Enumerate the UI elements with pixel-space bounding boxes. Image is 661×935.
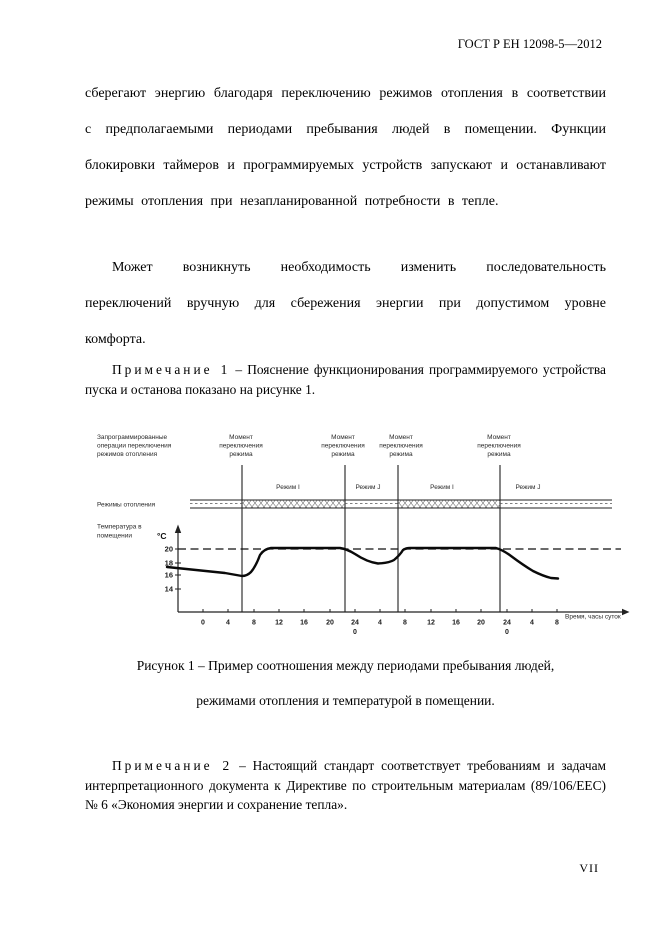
paragraph-manual-switch: Может возникнуть необходимость изменить … [85, 260, 606, 347]
paragraph-energy-saving: сберегают энергию благодаря переключению… [85, 86, 606, 209]
svg-text:переключения: переключения [219, 443, 263, 450]
svg-text:переключения: переключения [477, 443, 521, 450]
x-tick-label: 24 [351, 620, 359, 627]
x-tick-label: 8 [252, 620, 256, 627]
x-tick-label: 4 [226, 620, 230, 627]
x-tick-label: 16 [452, 620, 460, 627]
x-tick-label: 8 [403, 620, 407, 627]
svg-text:Момент: Момент [331, 434, 355, 441]
room-temperature-label: Температура в помещении [97, 524, 142, 540]
switch-moment-label-2: Момент переключения режима [321, 434, 365, 458]
switch-moment-lines [241, 465, 501, 612]
svg-text:Момент: Момент [487, 434, 511, 441]
svg-text:операции переключения: операции переключения [97, 443, 172, 450]
note-1-label: Примечание 1 [112, 362, 231, 377]
svg-text:режимов отопления: режимов отопления [97, 451, 158, 458]
y-tick-label: 20 [165, 545, 173, 554]
heating-modes-label: Режимы отопления [97, 502, 156, 509]
svg-text:Температура в: Температура в [97, 524, 142, 531]
caption-line-2: режимами отопления и температурой в поме… [196, 693, 495, 708]
figure-1: Запрограммированные операции переключени… [75, 428, 650, 643]
switch-moment-label-3: Момент переключения режима [379, 434, 423, 458]
y-tick-label: 18 [165, 559, 173, 568]
note-1: Примечание 1 – Пояснение функционировани… [85, 360, 606, 399]
note-2: Примечание 2 – Настоящий стандарт соотве… [85, 756, 606, 815]
celsius-unit-label: °C [157, 531, 167, 541]
switch-moment-label-4: Момент переключения режима [477, 434, 521, 458]
y-axis: 20 18 16 14 [165, 524, 182, 612]
temperature-curve [165, 546, 560, 580]
programmed-operations-label: Запрограммированные операции переключени… [97, 434, 172, 458]
note-2-label: Примечание 2 [112, 758, 233, 773]
y-tick-label: 16 [165, 571, 173, 580]
mode-label-2: Режим J [355, 484, 380, 491]
x-tick-label: 16 [300, 620, 308, 627]
note-2-text: – Настоящий стандарт соответствует требо… [85, 758, 606, 813]
midnight-zero-label: 0 [505, 629, 509, 636]
x-tick-label: 8 [555, 620, 559, 627]
figure-1-caption: Рисунок 1 – Пример соотношения между пер… [85, 648, 606, 718]
svg-text:помещении: помещении [97, 533, 132, 540]
doc-code-header: ГОСТ Р ЕН 12098-5—2012 [457, 37, 602, 51]
mode-label-3: Режим I [430, 484, 454, 491]
svg-text:Запрограммированные: Запрограммированные [97, 434, 168, 441]
page-number: VII [579, 861, 599, 875]
svg-text:переключения: переключения [379, 443, 423, 450]
midnight-zero-label: 0 [353, 629, 357, 636]
x-tick-label: 20 [477, 620, 485, 627]
x-tick-label: 0 [201, 620, 205, 627]
svg-text:Момент: Момент [229, 434, 253, 441]
svg-text:режима: режима [389, 451, 413, 458]
svg-text:Момент: Момент [389, 434, 413, 441]
y-axis-arrow-icon [174, 524, 182, 533]
svg-text:переключения: переключения [321, 443, 365, 450]
x-tick-label: 20 [326, 620, 334, 627]
note-1-text: – Пояснение функционирования программиру… [85, 362, 606, 397]
caption-line-1: Рисунок 1 – Пример соотношения между пер… [136, 658, 555, 673]
x-tick-label: 12 [275, 620, 283, 627]
x-axis-arrow-icon [622, 608, 630, 616]
y-tick-label: 14 [165, 585, 174, 594]
figure-1-chart: Запрограммированные операции переключени… [97, 434, 630, 636]
x-tick-label: 24 [503, 620, 511, 627]
switch-moment-label-1: Момент переключения режима [219, 434, 263, 458]
svg-text:режима: режима [229, 451, 253, 458]
x-tick-label: 12 [427, 620, 435, 627]
mode-label-4: Режим J [515, 484, 540, 491]
svg-text:режима: режима [331, 451, 355, 458]
mode-label-1: Режим I [276, 484, 300, 491]
x-tick-label: 4 [530, 620, 534, 627]
x-tick-label: 4 [378, 620, 382, 627]
x-axis: 0 4 8 12 16 20 24 4 8 12 16 20 24 4 8 0 … [178, 608, 630, 636]
time-axis-label: Время, часы суток [565, 614, 621, 621]
heating-modes-band [190, 499, 612, 509]
svg-text:режима: режима [487, 451, 511, 458]
